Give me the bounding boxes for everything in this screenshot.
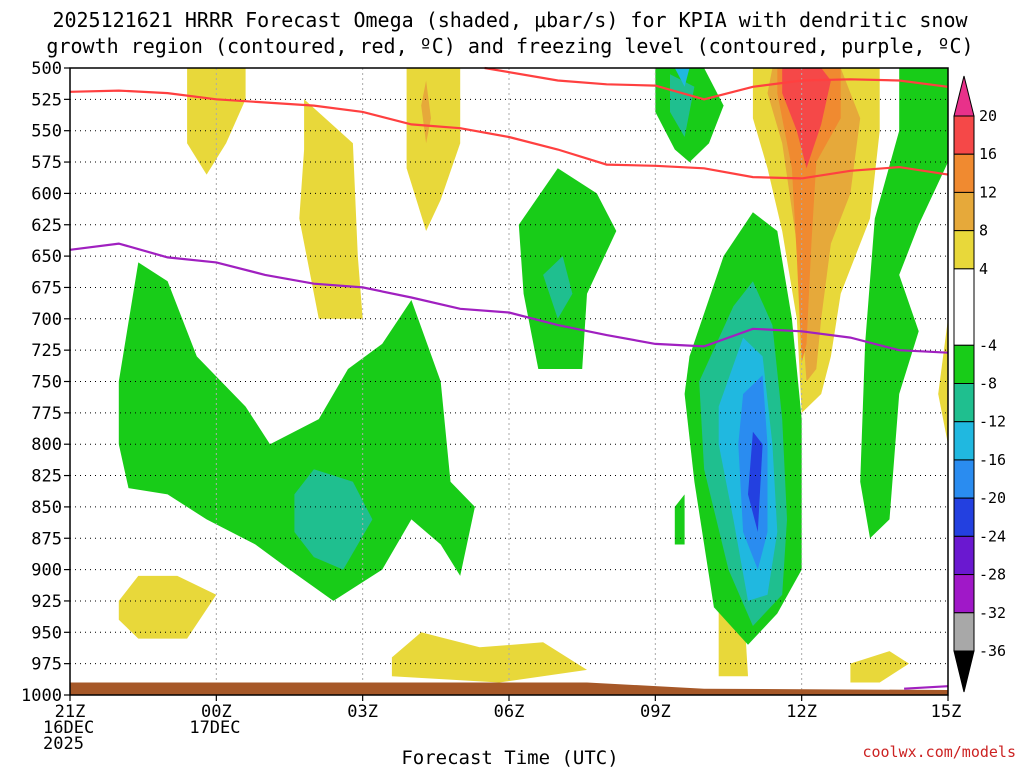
colorbar-label-12: 12 xyxy=(979,183,997,201)
colorbar-bin--16-to--12 xyxy=(953,421,975,461)
y-tick-label-775: 775 xyxy=(31,404,62,424)
y-tick-label-525: 525 xyxy=(31,90,62,110)
x-tick-label-09Z-0: 09Z xyxy=(640,702,671,722)
colorbar-label--24: -24 xyxy=(979,527,1006,545)
y-tick-label-1000: 1000 xyxy=(21,686,62,706)
omega-region-neg-0-3 xyxy=(674,68,690,87)
x-tick-label-21Z-0: 21Z xyxy=(55,702,86,722)
y-tick-label-750: 750 xyxy=(31,373,62,393)
contour-lines xyxy=(69,66,949,690)
terrain-layer xyxy=(70,682,948,695)
colorbar-bin--28-to--24 xyxy=(953,535,975,576)
omega-region-pos-0-13 xyxy=(782,68,831,169)
omega-region-pos-0-6 xyxy=(391,632,587,683)
colorbar-bin--24-to--20 xyxy=(953,497,975,537)
y-tick-label-700: 700 xyxy=(31,310,62,330)
colorbar-label--12: -12 xyxy=(979,413,1006,431)
colorbar-bin-12-to-16 xyxy=(953,153,975,193)
colorbar-label--4: -4 xyxy=(979,336,997,354)
dgz-contour-2 xyxy=(484,66,949,101)
colorbar-bin--4-to-4 xyxy=(953,268,975,346)
colorbar-bin-4-to-8 xyxy=(953,230,975,270)
terrain-fill xyxy=(70,682,948,695)
colorbar-label-8: 8 xyxy=(979,222,988,240)
omega-region-pos-0-9 xyxy=(850,651,909,683)
colorbar-bin--32-to--28 xyxy=(953,574,975,614)
omega-region-neg-0-2 xyxy=(670,74,695,137)
y-tick-label-625: 625 xyxy=(31,216,62,236)
omega-region-pos-0-2 xyxy=(299,99,363,319)
freezing-level-contour xyxy=(69,242,949,354)
colorbar-bin--40-to--36 xyxy=(953,650,975,693)
chart-title-line-1: 2025121621 HRRR Forecast Omega (shaded, … xyxy=(52,8,968,32)
freezing-level-surface xyxy=(904,685,949,690)
y-axis: 500 525 550 575 600 625 650 675 700 725 750 775 800 8… xyxy=(21,59,70,706)
y-tick-label-925: 925 xyxy=(31,592,62,612)
omega-region-neg-0-6 xyxy=(543,256,573,319)
omega-region-neg-0-9 xyxy=(674,494,685,545)
colorbar-bin-16-to-20 xyxy=(953,115,975,155)
x-tick-label-21Z-2: 2025 xyxy=(43,734,84,754)
colorbar-bin-8-to-12 xyxy=(953,191,975,232)
x-tick-label-00Z-1: 17DEC xyxy=(189,718,240,738)
y-tick-label-500: 500 xyxy=(31,59,62,79)
y-tick-label-575: 575 xyxy=(31,153,62,173)
y-tick-label-875: 875 xyxy=(31,529,62,549)
colorbar-label--32: -32 xyxy=(979,604,1006,622)
colorbar: 20 16 12 8 4 -4 -8 -12 -16 -20 -24 -28 -32 -36 xyxy=(953,75,1006,693)
colorbar-label-16: 16 xyxy=(979,145,997,163)
y-tick-label-975: 975 xyxy=(31,655,62,675)
omega-region-pos-0-1 xyxy=(187,68,246,175)
colorbar-bin--36-to--32 xyxy=(953,612,975,652)
colorbar-label-4: 4 xyxy=(979,260,988,278)
omega-region-neg-0-5 xyxy=(518,168,617,369)
y-tick-label-825: 825 xyxy=(31,467,62,487)
omega-region-pos-0-4 xyxy=(421,80,431,144)
x-tick-label-21Z-1: 16DEC xyxy=(43,718,94,738)
colorbar-bin--8-to--4 xyxy=(953,344,975,384)
colorbar-label-20: 20 xyxy=(979,107,997,125)
x-axis-label: Forecast Time (UTC) xyxy=(401,747,618,768)
colorbar-label--28: -28 xyxy=(979,566,1006,584)
omega-region-neg-0-7 xyxy=(118,262,475,601)
omega-region-neg-0-14 xyxy=(748,431,763,532)
y-tick-label-675: 675 xyxy=(31,278,62,298)
dgz-contour-1 xyxy=(69,89,949,180)
colorbar-bin-20-to-24 xyxy=(953,75,975,117)
x-tick-label-03Z-0: 03Z xyxy=(347,702,378,722)
x-tick-label-15Z-0: 15Z xyxy=(931,702,962,722)
omega-region-pos-0-12 xyxy=(777,68,841,363)
x-tick-label-00Z-0: 00Z xyxy=(201,702,232,722)
x-tick-label-06Z-0: 06Z xyxy=(494,702,525,722)
y-tick-label-900: 900 xyxy=(31,561,62,581)
colorbar-bin--20-to--16 xyxy=(953,459,975,499)
colorbar-label--20: -20 xyxy=(979,489,1006,507)
x-tick-label-12Z-0: 12Z xyxy=(786,702,817,722)
omega-region-neg-0-4 xyxy=(860,68,948,539)
omega-shading xyxy=(118,68,948,683)
y-tick-label-850: 850 xyxy=(31,498,62,518)
y-tick-label-550: 550 xyxy=(31,122,62,142)
colorbar-label--16: -16 xyxy=(979,451,1006,469)
y-tick-label-650: 650 xyxy=(31,247,62,267)
colorbar-label--8: -8 xyxy=(979,375,997,393)
chart-title-line-2: growth region (contoured, red, ºC) and f… xyxy=(46,34,973,58)
colorbar-label--36: -36 xyxy=(979,642,1006,660)
omega-region-pos-0-3 xyxy=(406,68,461,231)
omega-region-neg-0-8 xyxy=(294,469,373,570)
y-tick-label-800: 800 xyxy=(31,435,62,455)
colorbar-bin--12-to--8 xyxy=(953,383,975,423)
y-tick-label-600: 600 xyxy=(31,184,62,204)
credit-link[interactable]: coolwx.com/models xyxy=(862,743,1016,761)
y-tick-label-950: 950 xyxy=(31,623,62,643)
omega-region-pos-0-5 xyxy=(118,575,217,639)
y-tick-label-725: 725 xyxy=(31,341,62,361)
plot-area xyxy=(69,66,949,696)
